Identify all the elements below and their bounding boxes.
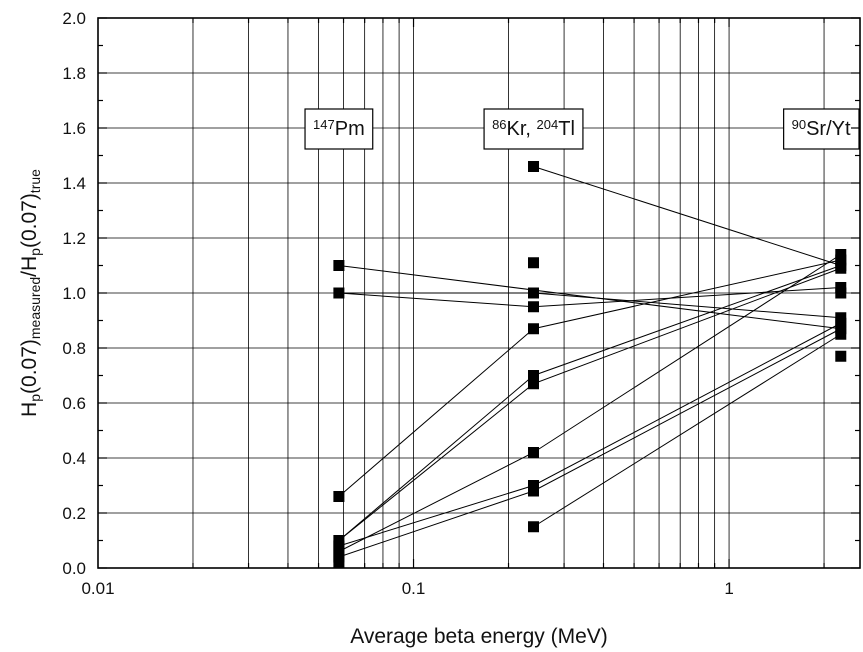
- x-tick-label: 1: [724, 579, 733, 598]
- data-point: [333, 287, 345, 299]
- data-point: [528, 521, 539, 533]
- annotation-pm147: 147Pm: [304, 108, 374, 150]
- connection-line: [338, 267, 841, 541]
- data-point: [835, 287, 847, 299]
- data-point: [528, 287, 539, 299]
- x-tick-label: 0.1: [402, 579, 426, 598]
- y-tick-label: 1.0: [62, 284, 86, 303]
- y-tick-label: 0.0: [62, 559, 86, 578]
- data-point: [528, 370, 539, 381]
- annotation-box: [783, 108, 860, 150]
- data-point: [333, 491, 345, 502]
- annotation-box: [304, 108, 374, 150]
- x-tick-label: 0.01: [81, 579, 114, 598]
- y-axis-title: Hp(0.07)measured/Hp(0.07)true: [18, 169, 43, 417]
- y-tick-label: 2.0: [62, 9, 86, 28]
- y-tick-label: 1.4: [62, 174, 86, 193]
- connection-line: [338, 322, 842, 547]
- y-tick-label: 0.4: [62, 449, 86, 468]
- data-point: [528, 485, 539, 497]
- axis-titles: Average beta energy (MeV) Hp(0.07)measur…: [18, 169, 608, 648]
- data-point: [835, 262, 847, 274]
- y-tick-label: 1.8: [62, 64, 86, 83]
- annotation-label: 86Kr, 204Tl: [492, 117, 575, 140]
- data-point: [528, 447, 539, 458]
- y-tick-label: 1.6: [62, 119, 86, 138]
- annotation-kr86-tl204: 86Kr, 204Tl: [483, 108, 584, 150]
- data-points: [333, 161, 847, 568]
- annotation-label: 147Pm: [313, 117, 365, 140]
- annotation-box: [483, 108, 584, 150]
- data-point: [333, 260, 345, 271]
- data-point: [528, 301, 539, 313]
- y-tick-label: 0.8: [62, 339, 86, 358]
- data-point: [528, 257, 539, 269]
- annotation-label: 90Sr/Yt: [792, 117, 851, 140]
- annotations: 147Pm 86Kr, 204Tl 90Sr/Yt: [304, 108, 860, 150]
- x-axis-title: Average beta energy (MeV): [350, 625, 608, 648]
- axis-ticks: 0.0 0.2 0.4 0.6 0.8 1.0 1.2 1.4 1.6 1.8 2.0 0.01 0.1…: [62, 9, 860, 598]
- y-tick-label: 0.2: [62, 504, 86, 523]
- connection-line: [533, 166, 841, 266]
- data-point: [528, 323, 539, 335]
- data-point: [528, 161, 539, 172]
- data-point: [835, 328, 847, 340]
- connection-lines: [338, 166, 842, 558]
- y-tick-label: 0.6: [62, 394, 86, 413]
- data-point: [333, 557, 345, 568]
- data-point: [835, 350, 847, 362]
- data-point: [528, 378, 539, 390]
- connection-line: [533, 333, 842, 528]
- annotation-sr90-yt: 90Sr/Yt: [783, 108, 860, 150]
- y-tick-label: 1.2: [62, 229, 86, 248]
